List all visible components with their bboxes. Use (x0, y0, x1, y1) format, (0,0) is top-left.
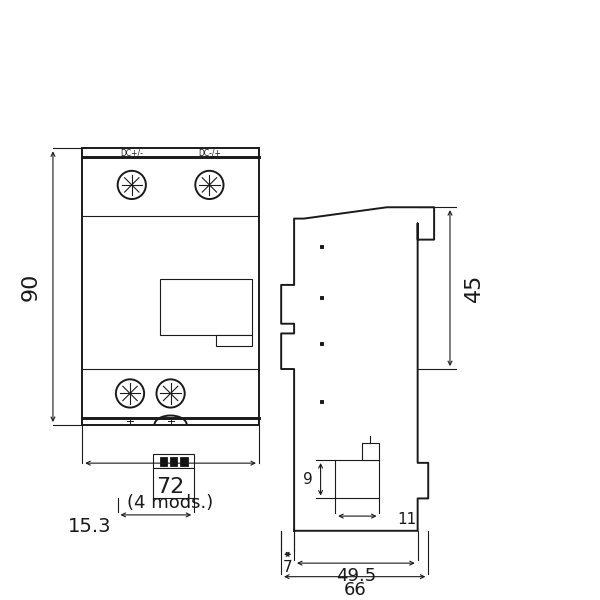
Text: 9: 9 (303, 472, 313, 487)
Bar (153, 454, 194, 467)
Text: 66: 66 (343, 581, 366, 599)
Text: 72: 72 (157, 476, 185, 497)
Circle shape (116, 379, 144, 407)
Bar (160, 279, 252, 335)
Bar (217, 335, 252, 346)
Text: (4 mods.): (4 mods.) (127, 494, 214, 512)
Text: 15.3: 15.3 (68, 517, 112, 536)
Bar (335, 460, 379, 499)
Bar (320, 341, 323, 344)
Text: 90: 90 (20, 272, 41, 301)
Bar (170, 457, 177, 466)
Bar (320, 296, 323, 299)
Text: 45: 45 (464, 274, 484, 302)
Text: 49.5: 49.5 (336, 567, 376, 585)
Bar (160, 457, 167, 466)
Text: DC+/-: DC+/- (121, 148, 143, 157)
Bar (320, 245, 323, 248)
Bar (82, 148, 259, 425)
Text: 11: 11 (397, 512, 416, 527)
Text: 7: 7 (283, 560, 292, 575)
Bar (153, 467, 194, 499)
Bar (180, 457, 188, 466)
Bar (362, 443, 379, 460)
Circle shape (195, 171, 224, 199)
Text: DC-/+: DC-/+ (198, 148, 221, 157)
Circle shape (118, 171, 146, 199)
Bar (320, 400, 323, 403)
Circle shape (157, 379, 185, 407)
